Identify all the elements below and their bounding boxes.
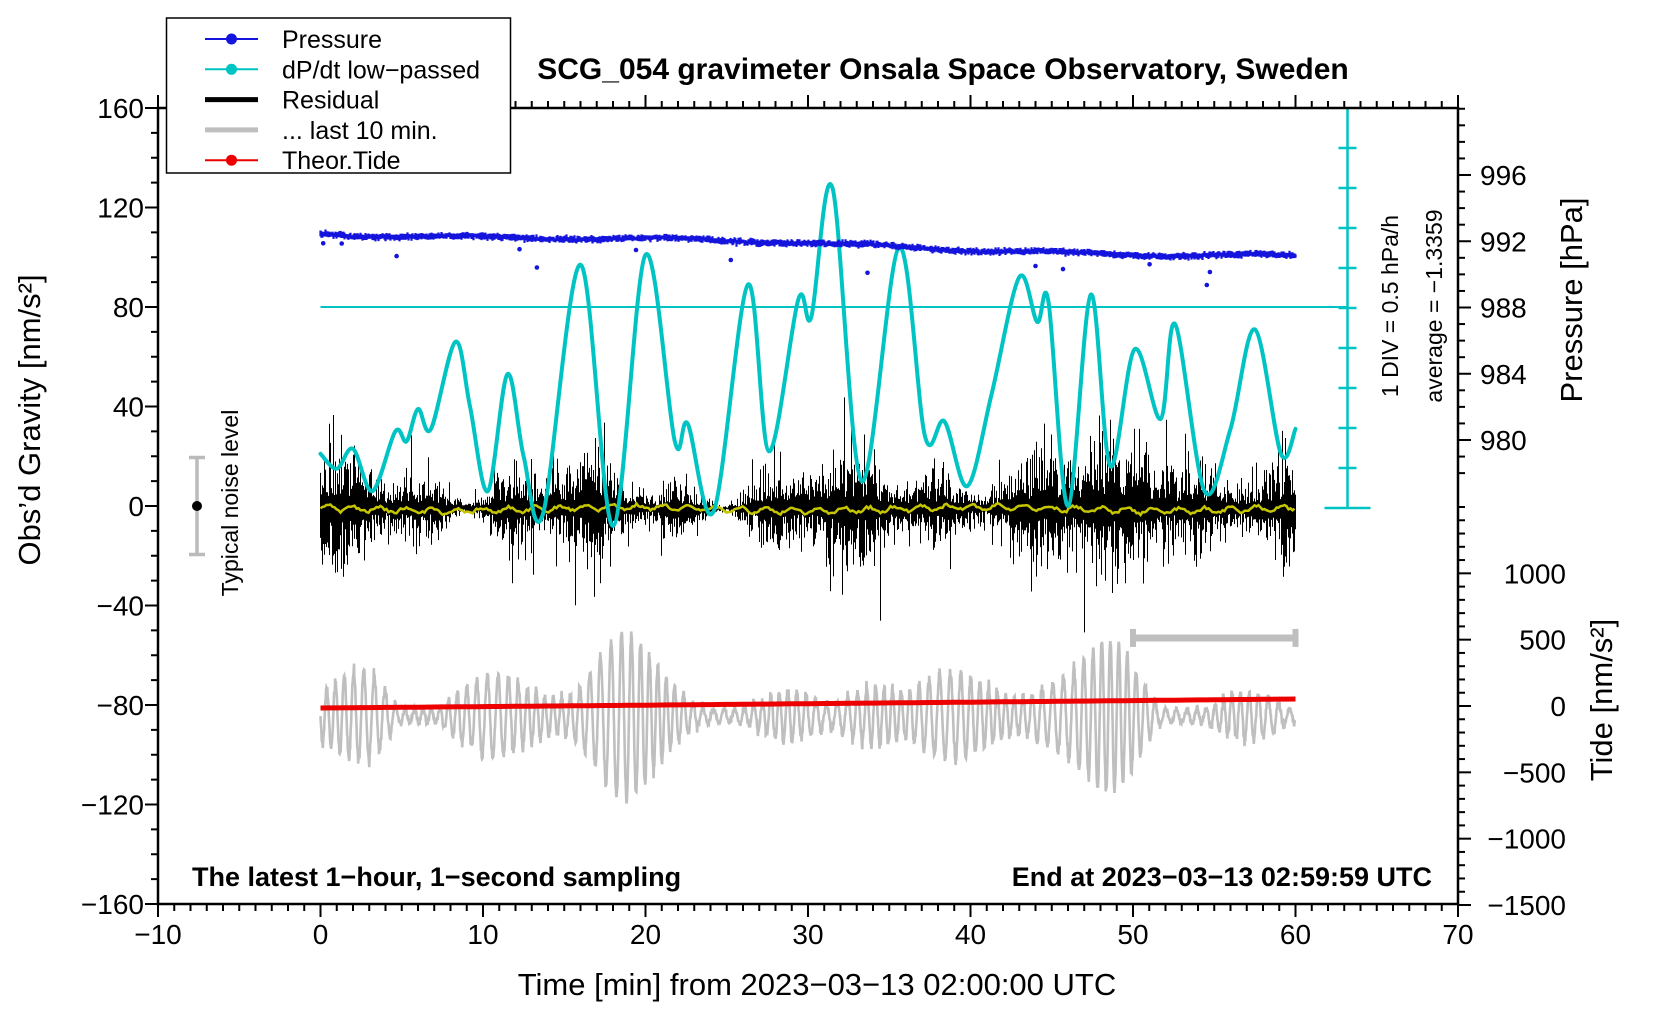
gravity-tick-label: −160	[81, 889, 144, 920]
legend-item-label: Theor.Tide	[282, 147, 401, 175]
pressure-outlier-dot	[339, 241, 345, 246]
tide-tick-label: 500	[1519, 625, 1566, 656]
tide-tick-label: 0	[1550, 691, 1566, 722]
pressure-tick-label: 980	[1480, 425, 1527, 456]
div-scale-note: 1 DIV = 0.5 hPa/h	[1377, 215, 1403, 397]
pressure-outlier-dot	[633, 247, 639, 253]
residual-series	[320, 397, 1296, 633]
pressure-outlier-dot	[728, 257, 734, 263]
gravity-tick-label: −80	[97, 690, 145, 721]
left-axis-title: Obs’d Gravity [nm/s²]	[12, 274, 47, 565]
x-tick-label: 30	[792, 919, 823, 950]
pressure-outlier-dot	[1060, 266, 1066, 272]
legend-item-label: Residual	[282, 87, 379, 115]
average-note: average = −1.3359	[1421, 209, 1447, 402]
data-series-layer	[318, 182, 1298, 804]
pressure-outlier-dot	[517, 246, 522, 252]
pressure-outlier-dot	[1207, 269, 1213, 275]
gravity-tick-label: 0	[128, 491, 144, 522]
legend-sample-marker	[226, 33, 237, 45]
sampling-note: The latest 1−hour, 1−second sampling	[192, 862, 681, 892]
gravity-tick-label: 40	[113, 392, 144, 423]
tide-tick-label: −500	[1503, 757, 1566, 788]
legend-item-label: Pressure	[282, 26, 382, 54]
gravity-tick-label: 80	[113, 292, 144, 323]
tide-axis-title: Tide [nm/s²]	[1584, 619, 1619, 782]
gravity-tick-label: −40	[97, 591, 145, 622]
annotation-marks-layer	[189, 108, 1371, 647]
x-axis-title: Time [min] from 2023−03−13 02:00:00 UTC	[518, 967, 1117, 1002]
x-tick-label: −10	[134, 919, 182, 950]
noise-center-dot	[192, 501, 202, 511]
dpdt-series	[318, 182, 1298, 528]
pressure-tick-label: 988	[1480, 293, 1527, 324]
pressure-outlier-dot	[394, 253, 399, 259]
legend-sample-marker	[226, 154, 237, 166]
x-tick-label: 20	[630, 919, 661, 950]
pressure-axis-title: Pressure [hPa]	[1554, 197, 1589, 402]
x-tick-label: 70	[1442, 919, 1473, 950]
pressure-tick-label: 996	[1480, 160, 1527, 191]
typical-noise-label: Typical noise level	[217, 410, 243, 597]
last10-series	[319, 631, 1297, 804]
residual-lowpass-series	[319, 501, 1296, 518]
pressure-outlier-dot	[1204, 282, 1210, 288]
pressure-outlier-dot	[534, 265, 540, 270]
pressure-tick-label: 984	[1480, 359, 1527, 390]
axes-layer: −10 0 10 20 30 40 50 60 70 −160 −120 −80 −40 0 40 80 120…	[81, 93, 1566, 950]
legend-item-label: dP/dt low−passed	[282, 56, 480, 84]
pressure-outlier-dot	[1033, 263, 1038, 269]
x-tick-label: 60	[1280, 919, 1311, 950]
gravity-tick-label: −120	[81, 790, 144, 821]
chart-title: SCG_054 gravimeter Onsala Space Observat…	[537, 53, 1349, 86]
legend-sample-marker	[226, 63, 237, 75]
gravity-tick-label: 120	[97, 193, 144, 224]
tide-tick-label: −1000	[1487, 824, 1566, 855]
pressure-series	[319, 229, 1297, 261]
legend-item-label: ... last 10 min.	[282, 117, 438, 145]
x-tick-label: 0	[313, 919, 329, 950]
end-time-note: End at 2023−03−13 02:59:59 UTC	[1012, 862, 1432, 892]
x-tick-label: 50	[1117, 919, 1148, 950]
pressure-outlier-dot	[1147, 262, 1152, 267]
x-tick-label: 40	[955, 919, 986, 950]
tide-tick-label: −1500	[1487, 890, 1566, 921]
pressure-outlier-dot	[320, 241, 326, 246]
legend-box	[165, 17, 512, 174]
plot-frame	[156, 106, 1460, 906]
pressure-outlier-dot	[865, 270, 870, 276]
gravity-tick-label: 160	[97, 93, 144, 124]
x-tick-label: 10	[467, 919, 498, 950]
tide-tick-label: 1000	[1504, 558, 1566, 589]
pressure-tick-label: 992	[1480, 226, 1527, 257]
theor-tide-series	[320, 696, 1296, 711]
